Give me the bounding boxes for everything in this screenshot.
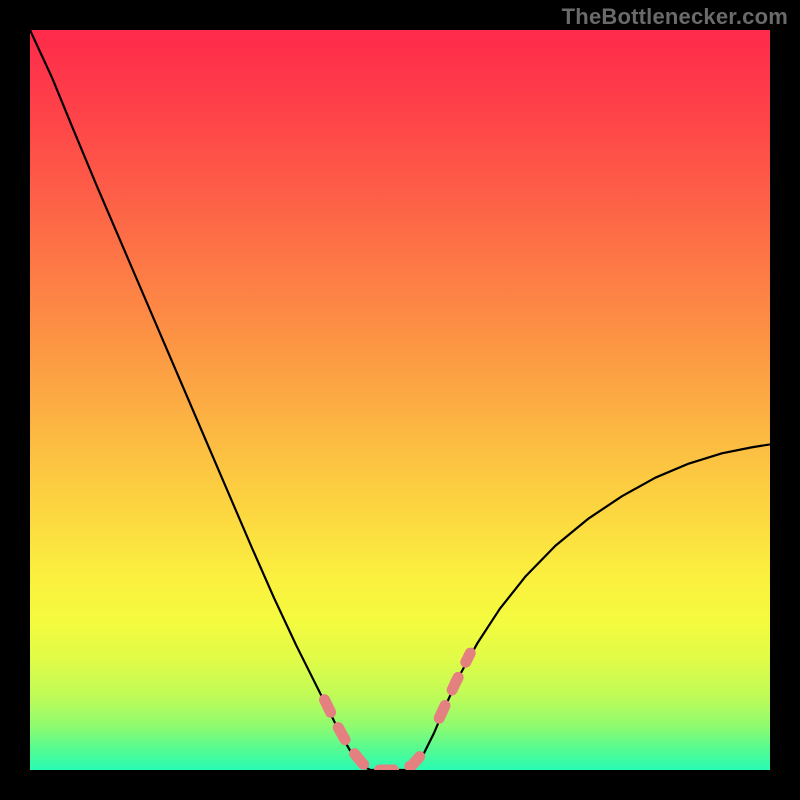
watermark-text: TheBottlenecker.com bbox=[562, 4, 788, 30]
chart-svg bbox=[30, 30, 770, 770]
chart-plot bbox=[30, 30, 770, 770]
chart-background bbox=[30, 30, 770, 770]
